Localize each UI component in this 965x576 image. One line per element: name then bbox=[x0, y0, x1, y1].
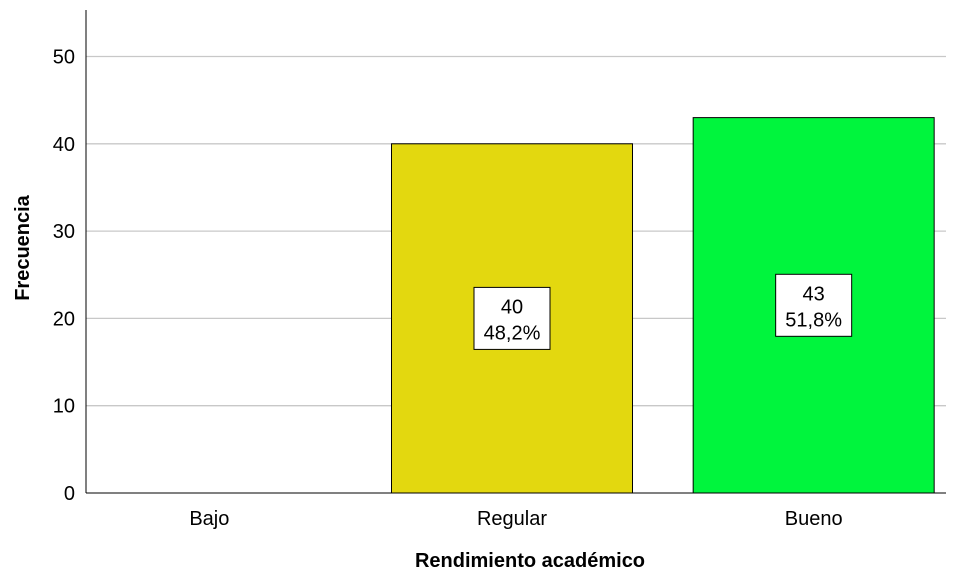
x-tick-labels: Bajo Regular Bueno bbox=[189, 508, 842, 530]
x-tick-label: Bueno bbox=[785, 508, 843, 530]
data-label-percent: 48,2% bbox=[484, 322, 541, 344]
x-tick-label: Regular bbox=[477, 508, 547, 530]
data-label-count: 43 bbox=[803, 283, 825, 305]
data-label-box bbox=[473, 286, 551, 350]
data-label-box bbox=[775, 273, 853, 337]
y-tick-label: 20 bbox=[53, 308, 75, 330]
data-label-count: 40 bbox=[501, 296, 523, 318]
y-tick-label: 30 bbox=[53, 221, 75, 243]
y-tick-labels: 0 10 20 30 40 50 bbox=[53, 47, 75, 506]
data-label-regular: 40 48,2% bbox=[473, 286, 551, 350]
data-label-percent: 51,8% bbox=[785, 309, 842, 331]
x-axis-title: Rendimiento académico bbox=[415, 550, 645, 572]
x-tick-label: Bajo bbox=[189, 508, 229, 530]
y-axis-title: Frecuencia bbox=[12, 194, 34, 300]
data-labels: 40 48,2% 43 51,8% bbox=[473, 273, 853, 350]
data-label-bueno: 43 51,8% bbox=[775, 273, 853, 337]
y-tick-label: 40 bbox=[53, 134, 75, 156]
bars bbox=[391, 117, 935, 494]
y-tick-label: 0 bbox=[64, 483, 75, 505]
y-tick-label: 50 bbox=[53, 47, 75, 69]
y-tick-label: 10 bbox=[53, 396, 75, 418]
